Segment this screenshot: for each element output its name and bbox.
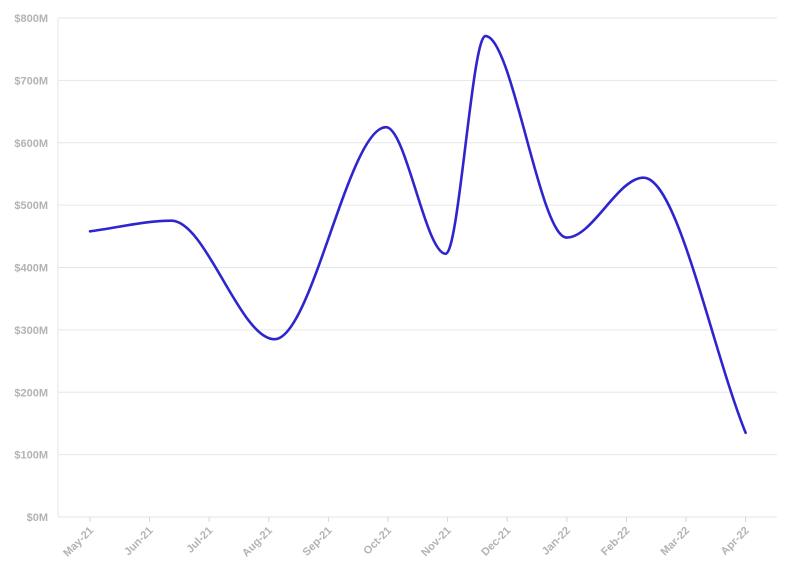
x-tick-label: Aug-21 [240,525,275,560]
x-tick-label: Nov-21 [419,525,453,559]
y-tick-label: $300M [14,325,48,337]
y-tick-label: $200M [14,387,48,399]
y-tick-label: $800M [14,13,48,25]
y-tick-label: $100M [14,450,48,462]
x-tick-label: Jun-21 [122,525,156,559]
series-line [88,34,747,435]
x-tick-label: Jan-22 [540,525,573,558]
x-tick-label: Apr-22 [719,525,752,558]
y-tick-label: $500M [14,200,48,212]
series-layer [88,34,747,435]
y-tick-label: $0M [27,512,48,524]
y-tick-label: $700M [14,75,48,87]
x-tick-label: Jul-21 [184,525,215,556]
grid-layer [58,17,777,518]
x-tick-label: Sep-21 [301,525,335,559]
x-tick-label: Feb-22 [599,525,633,559]
x-tick-label: May-21 [61,525,96,560]
y-tick-label: $600M [14,138,48,150]
x-tick-label: Dec-21 [479,525,513,559]
y-tick-label: $400M [14,263,48,275]
y-axis: $0M $100M $200M $300M $400M $500M $600M $700M $8… [14,13,59,524]
x-tick-label: Mar-22 [659,525,693,559]
x-axis: May-21 Jun-21 Jul-21 Aug-21 Sep-21 Oct-21 Nov-… [61,517,752,560]
x-tick-label: Oct-21 [361,525,394,558]
